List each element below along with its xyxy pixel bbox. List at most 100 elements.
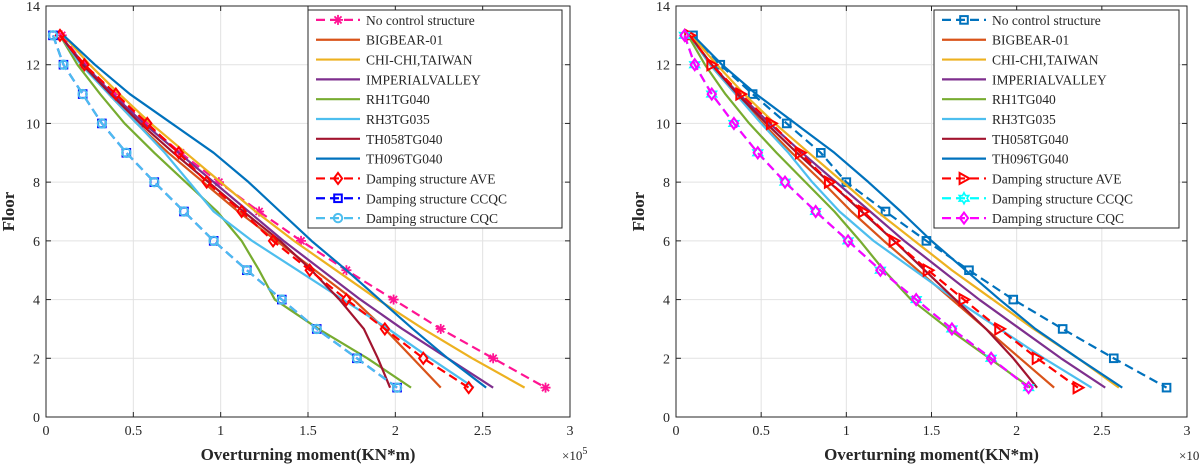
chart-1-legend-entry-7: TH058TG040 bbox=[316, 132, 443, 147]
chart-1-series-11-point-9 bbox=[241, 265, 253, 276]
chart-1-x-tick-label: 3 bbox=[567, 424, 574, 439]
chart-2-series-11-point-2 bbox=[689, 57, 701, 72]
chart-2-series-1-point-11 bbox=[1057, 324, 1068, 334]
chart-1-y-tick-label: 8 bbox=[33, 176, 40, 191]
chart-2-x-tick-label: 1.5 bbox=[923, 424, 941, 439]
chart-1-legend-label-6: RH3TG035 bbox=[366, 112, 430, 127]
chart-1-x-tick-label: 0 bbox=[43, 424, 50, 439]
chart-1-legend-entry-3: CHI-CHI,TAIWAN bbox=[316, 53, 473, 68]
chart-1-ticks: 0 0.5 1 1.5 2 2.5 3 0 2 4 6 8 10 12 14 bbox=[26, 0, 574, 439]
chart-2-series-11-point-5 bbox=[752, 145, 764, 160]
chart-1-y-tick-label: 10 bbox=[26, 117, 40, 132]
chart-2-legend-entry-4: IMPERIALVALLEY bbox=[942, 72, 1107, 87]
chart-2-series-9-point-3 bbox=[735, 86, 749, 102]
chart-2-y-tick-label: 10 bbox=[656, 117, 670, 132]
chart-1-series-11-point-7 bbox=[178, 206, 190, 217]
chart-2-y-tick-label: 6 bbox=[663, 235, 670, 250]
chart-2-series-group bbox=[678, 28, 1172, 395]
chart-1-series-9-point-8 bbox=[267, 233, 279, 249]
chart-1-series-9-point-6 bbox=[201, 174, 213, 190]
chart-1-legend-label-3: CHI-CHI,TAIWAN bbox=[366, 53, 473, 68]
chart-2-series-11-point-11 bbox=[946, 321, 958, 337]
chart-2-legend-label-3: CHI-CHI,TAIWAN bbox=[992, 53, 1099, 68]
chart-2-series-11-point-3 bbox=[706, 86, 718, 102]
chart-1-series-9-point-9 bbox=[304, 263, 316, 278]
chart-2: 0 0.5 1 1.5 2 2.5 3 0 2 4 6 8 10 12 14 ×105 Overturning … bbox=[629, 0, 1200, 464]
chart-2-x-tick-label: 3 bbox=[1184, 424, 1191, 439]
chart-2-legend-entry-7: TH058TG040 bbox=[942, 132, 1069, 147]
chart-2-y-tick-label: 4 bbox=[663, 294, 670, 309]
chart-1-series-11-point-8 bbox=[208, 235, 219, 247]
chart-1-series-9-point-4 bbox=[141, 116, 153, 131]
chart-2-series-11-point-13 bbox=[1023, 380, 1034, 395]
chart-2-x-tick-label: 0.5 bbox=[752, 424, 770, 439]
chart-2-legend-entry-8: TH096TG040 bbox=[942, 152, 1069, 167]
chart-1-legend-label-7: TH058TG040 bbox=[366, 132, 443, 147]
chart-2-series-9-point-9 bbox=[922, 263, 936, 278]
chart-1-y-tick-label: 0 bbox=[33, 411, 40, 426]
chart-1-x-tick-label: 2.5 bbox=[474, 424, 492, 439]
chart-1-legend-entry-8: TH096TG040 bbox=[316, 152, 443, 167]
chart-2-series-9-point-8 bbox=[888, 233, 902, 249]
chart-1-series-11-point-10 bbox=[276, 294, 287, 305]
chart-1-y-tick-label: 6 bbox=[33, 235, 40, 250]
chart-2-series-9-point-11 bbox=[994, 321, 1008, 337]
chart-1-series-11-point-6 bbox=[149, 176, 160, 188]
chart-2-y-tick-label: 14 bbox=[656, 0, 670, 15]
chart-2-y-tick-label: 2 bbox=[663, 352, 670, 367]
chart-1-series-1-point-13 bbox=[540, 382, 551, 393]
chart-2-y-tick-label: 12 bbox=[656, 59, 670, 74]
chart-2-series-1-point-7 bbox=[880, 206, 891, 217]
chart-2-series-9-point-10 bbox=[958, 292, 972, 307]
chart-2-legend-label-10: Damping structure CCQC bbox=[992, 191, 1133, 206]
chart-1-legend-entry-1: No control structure bbox=[316, 13, 475, 28]
chart-1-legend-label-10: Damping structure CCQC bbox=[366, 191, 507, 206]
chart-1-legend-label-9: Damping structure AVE bbox=[366, 171, 495, 186]
chart-1-y-axis-title: Floor bbox=[0, 191, 18, 231]
chart-1-series-1-point-10 bbox=[388, 294, 399, 305]
chart-2-legend: No control structure BIGBEAR-01 CHI-CHI,TA… bbox=[933, 9, 1180, 229]
chart-1-x-tick-label: 2 bbox=[392, 424, 399, 439]
chart-2-legend-label-6: RH3TG035 bbox=[992, 112, 1056, 127]
chart-2-series-11-point-6 bbox=[779, 174, 791, 190]
chart-2-x-tick-label: 2 bbox=[1013, 424, 1020, 439]
chart-2-ticks: 0 0.5 1 1.5 2 2.5 3 0 2 4 6 8 10 12 14 bbox=[656, 0, 1191, 439]
chart-2-series-9-point-13 bbox=[1072, 380, 1086, 395]
chart-1-series-9-point-3 bbox=[110, 86, 122, 102]
chart-2-legend-label-4: IMPERIALVALLEY bbox=[992, 72, 1107, 87]
chart-2-series-9-point-5 bbox=[794, 145, 808, 160]
chart-2-series-1-point-13 bbox=[1161, 382, 1172, 393]
chart-2-series-1-point-12 bbox=[1108, 353, 1119, 364]
chart-2-series-11-point-1 bbox=[679, 28, 690, 43]
chart-1-series-9-point-2 bbox=[79, 57, 90, 72]
chart-2-legend-entry-10: Damping structure CCQC bbox=[942, 191, 1133, 206]
chart-1-legend-entry-6: RH3TG035 bbox=[316, 112, 430, 127]
chart-1-series-9-point-10 bbox=[341, 292, 352, 307]
chart-1-series-11-point-1 bbox=[47, 30, 59, 41]
chart-2-legend-label-2: BIGBEAR-01 bbox=[992, 33, 1069, 48]
chart-1-series-11-point-11 bbox=[311, 323, 322, 335]
chart-2-legend-label-8: TH096TG040 bbox=[992, 152, 1069, 167]
chart-2-legend-entry-1: No control structure bbox=[942, 13, 1101, 28]
chart-1-series-11-point-13 bbox=[391, 382, 403, 393]
chart-2-series-line-9 bbox=[688, 34, 1079, 389]
chart-2-x-tick-label: 1 bbox=[843, 424, 850, 439]
chart-2-legend-label-11: Damping structure CQC bbox=[992, 211, 1124, 226]
chart-1-series-1-point-11 bbox=[435, 323, 446, 334]
chart-1-y-tick-label: 4 bbox=[33, 294, 40, 309]
chart-1-y-tick-label: 14 bbox=[26, 0, 40, 15]
chart-2-legend-label-9: Damping structure AVE bbox=[992, 171, 1121, 186]
chart-2-legend-entry-2: BIGBEAR-01 bbox=[942, 33, 1069, 48]
chart-2-legend-entry-9: Damping structure AVE bbox=[942, 171, 1121, 186]
chart-2-legend-entry-5: RH1TG040 bbox=[942, 92, 1056, 107]
chart-1-series-line-11 bbox=[51, 34, 398, 389]
chart-1-series-9-point-13 bbox=[463, 380, 475, 395]
chart-2-x-tick-label: 2.5 bbox=[1093, 424, 1111, 439]
chart-1-series-11-point-5 bbox=[121, 147, 132, 158]
chart-1-series-9-point-5 bbox=[173, 145, 185, 160]
chart-1-series-11-point-4 bbox=[96, 118, 108, 129]
chart-1-legend-label-1: No control structure bbox=[366, 13, 475, 28]
chart-1-y-tick-label: 2 bbox=[33, 352, 40, 367]
chart-1-legend-entry-9: Damping structure AVE bbox=[316, 171, 495, 186]
chart-1-legend-label-5: RH1TG040 bbox=[366, 92, 430, 107]
